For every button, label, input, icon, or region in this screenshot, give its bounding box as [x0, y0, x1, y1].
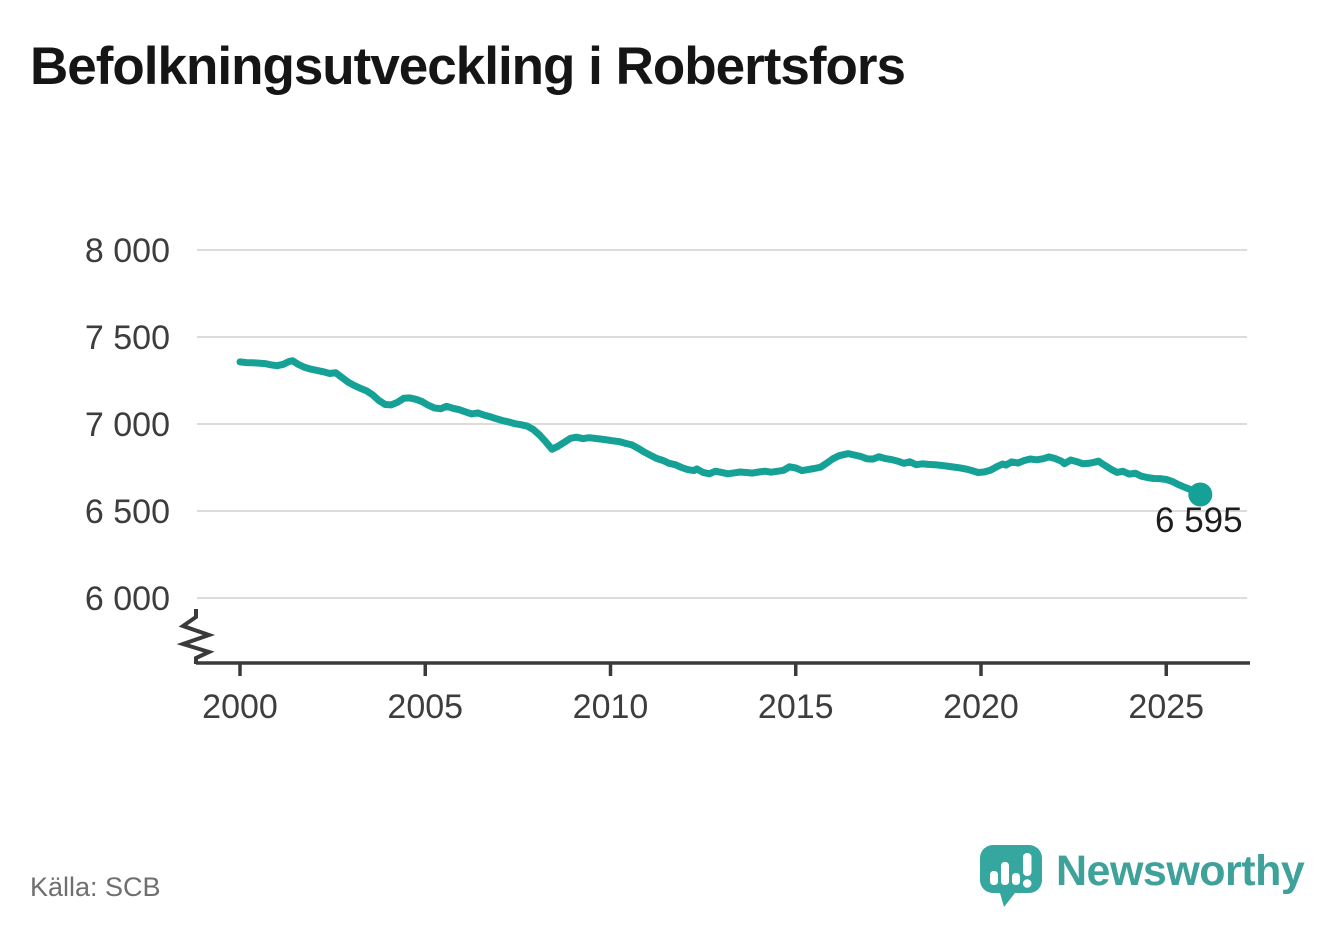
y-tick-label: 6 500 [85, 493, 170, 531]
x-tick-label: 2020 [943, 688, 1019, 726]
brand-logo: Newsworthy [980, 845, 1305, 913]
x-tick-label: 2015 [758, 688, 834, 726]
y-tick-label: 7 500 [85, 319, 170, 357]
end-value-label: 6 595 [1155, 501, 1243, 540]
x-axis-labels: 2000 2005 2010 2015 2020 2025 [202, 688, 1204, 726]
end-point-dot [1188, 482, 1213, 507]
brand-wordmark: Newsworthy [1056, 847, 1305, 895]
y-tick-label: 8 000 [85, 232, 170, 270]
x-tick-label: 2025 [1128, 688, 1204, 726]
icon-bar-chart [990, 853, 1032, 888]
axis-break-icon [176, 609, 216, 664]
y-axis-labels: 8 000 7 500 7 000 6 500 6 000 [85, 232, 170, 618]
x-tick-label: 2005 [387, 688, 463, 726]
x-axis [196, 661, 1250, 676]
newsworthy-icon [980, 845, 1042, 907]
gridlines [197, 249, 1247, 599]
x-tick-label: 2010 [573, 688, 649, 726]
y-tick-label: 7 000 [85, 406, 170, 444]
chart-title: Befolkningsutveckling i Robertsfors [30, 37, 906, 96]
x-tick-label: 2000 [202, 688, 278, 726]
population-series-line [236, 357, 1204, 498]
source-label: Källa: SCB [30, 872, 161, 902]
y-tick-label: 6 000 [85, 580, 170, 618]
